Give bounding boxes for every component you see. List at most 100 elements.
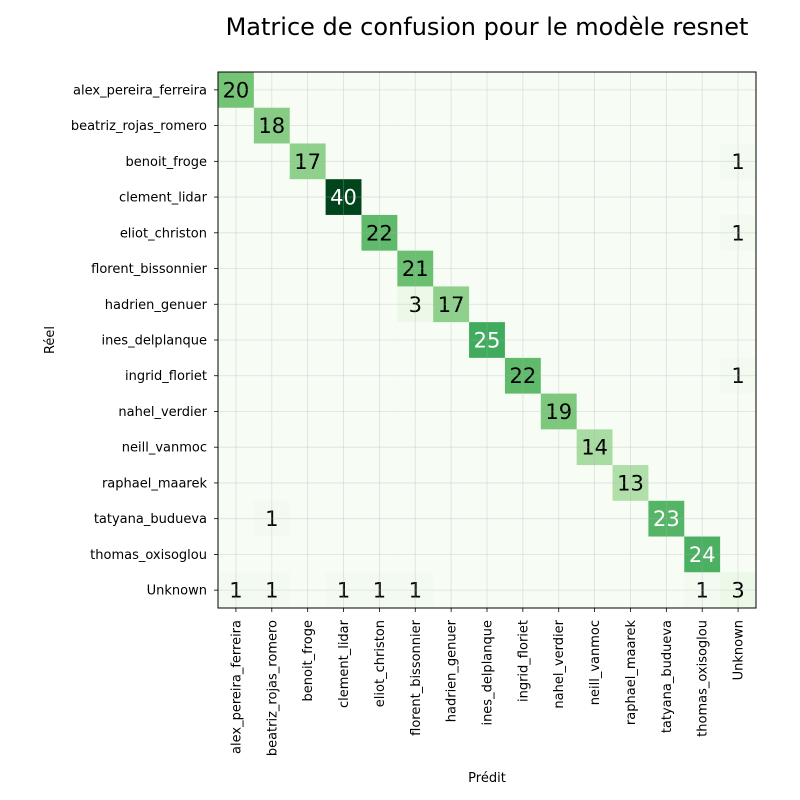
heatmap-cell bbox=[433, 429, 470, 466]
heatmap-cell bbox=[684, 179, 721, 216]
heatmap-cell bbox=[648, 250, 685, 287]
heatmap-cell bbox=[253, 536, 291, 573]
y-tick-label: ines_delplanque bbox=[101, 334, 207, 349]
heatmap-cell bbox=[289, 572, 327, 609]
heatmap-cell bbox=[648, 286, 685, 323]
heatmap-cell bbox=[253, 143, 291, 180]
heatmap-cell bbox=[504, 393, 542, 430]
heatmap-cell bbox=[684, 357, 721, 395]
heatmap-cell bbox=[648, 322, 685, 359]
heatmap-cell bbox=[253, 214, 291, 252]
heatmap-cell bbox=[325, 286, 362, 323]
heatmap-cell bbox=[684, 465, 721, 502]
heatmap-cell bbox=[576, 500, 614, 538]
cell-value-label: 1 bbox=[731, 150, 744, 174]
heatmap-cell bbox=[648, 536, 685, 573]
heatmap-cell bbox=[612, 357, 649, 395]
heatmap-cell bbox=[361, 250, 398, 287]
heatmap-cell bbox=[720, 214, 757, 252]
heatmap-cell bbox=[504, 572, 542, 609]
heatmap-cell bbox=[433, 357, 470, 395]
heatmap-cell bbox=[253, 393, 291, 430]
heatmap-cell bbox=[289, 500, 327, 538]
heatmap-cell bbox=[253, 322, 291, 359]
heatmap-cell bbox=[684, 572, 721, 609]
heatmap-cell bbox=[397, 72, 434, 109]
heatmap-cell bbox=[540, 214, 578, 252]
heatmap-cell bbox=[397, 429, 434, 466]
heatmap-cell bbox=[504, 72, 542, 109]
heatmap-cell bbox=[684, 107, 721, 144]
x-tick-label: eliot_christon bbox=[373, 620, 388, 707]
heatmap-cell bbox=[648, 143, 685, 180]
heatmap-cell bbox=[720, 536, 757, 573]
heatmap-cell bbox=[289, 250, 327, 287]
heatmap-cell bbox=[397, 143, 434, 180]
heatmap-cell bbox=[540, 322, 578, 359]
heatmap-cell bbox=[361, 214, 398, 252]
heatmap-cell bbox=[397, 572, 434, 609]
heatmap-cell bbox=[576, 572, 614, 609]
y-tick-label: thomas_oxisoglou bbox=[90, 548, 207, 563]
heatmap-cell bbox=[289, 465, 327, 502]
heatmap-cell bbox=[684, 500, 721, 538]
heatmap-cell bbox=[504, 465, 542, 502]
heatmap-cell bbox=[612, 179, 649, 216]
x-tick-label: neill_vanmoc bbox=[588, 620, 603, 705]
cell-value-label: 13 bbox=[617, 471, 644, 495]
heatmap-cell bbox=[504, 536, 542, 573]
y-tick-label: neill_vanmoc bbox=[122, 441, 207, 456]
heatmap-cell bbox=[684, 72, 721, 109]
heatmap-cell bbox=[648, 179, 685, 216]
heatmap-cell bbox=[289, 143, 327, 180]
heatmap-cell bbox=[218, 393, 255, 430]
y-tick-label: ingrid_floriet bbox=[125, 369, 207, 384]
heatmap-cell bbox=[684, 536, 721, 573]
heatmap-cell bbox=[361, 72, 398, 109]
heatmap-cell bbox=[325, 500, 362, 538]
heatmap-cell bbox=[720, 393, 757, 430]
heatmap-cell bbox=[612, 72, 649, 109]
cell-value-label: 22 bbox=[509, 364, 536, 388]
x-tick-label: benoit_froge bbox=[301, 620, 316, 702]
cell-value-label: 24 bbox=[689, 543, 716, 567]
heatmap-cell bbox=[576, 179, 614, 216]
heatmap-cell bbox=[253, 500, 291, 538]
cell-value-label: 1 bbox=[337, 579, 350, 603]
heatmap-cell bbox=[684, 286, 721, 323]
heatmap-cell bbox=[504, 179, 542, 216]
heatmap-cell bbox=[361, 393, 398, 430]
heatmap-cell bbox=[540, 465, 578, 502]
heatmap-cell bbox=[397, 322, 434, 359]
cell-value-label: 19 bbox=[545, 400, 572, 424]
heatmap-cell bbox=[469, 72, 506, 109]
heatmap-cell bbox=[648, 500, 685, 538]
heatmap-cell bbox=[361, 572, 398, 609]
heatmap-cell bbox=[325, 250, 362, 287]
heatmap-cell bbox=[325, 465, 362, 502]
heatmap-cell bbox=[325, 357, 362, 395]
heatmap-cell bbox=[218, 572, 255, 609]
heatmap-cell bbox=[648, 572, 685, 609]
heatmap-cell bbox=[720, 286, 757, 323]
heatmap-cell bbox=[397, 500, 434, 538]
x-tick-label: clement_lidar bbox=[337, 619, 352, 708]
chart-title: Matrice de confusion pour le modèle resn… bbox=[226, 13, 749, 41]
heatmap-cell bbox=[253, 465, 291, 502]
heatmap-cell bbox=[648, 465, 685, 502]
heatmap-cell bbox=[253, 572, 291, 609]
y-tick-label: hadrien_genuer bbox=[105, 298, 208, 313]
heatmap-cell bbox=[504, 107, 542, 144]
cell-value-label: 1 bbox=[731, 221, 744, 245]
heatmap-cell bbox=[720, 72, 757, 109]
y-tick-label: florent_bissonnier bbox=[91, 262, 207, 277]
heatmap-cell bbox=[253, 107, 291, 144]
y-tick-label: tatyana_budueva bbox=[94, 512, 207, 527]
heatmap-cell bbox=[648, 393, 685, 430]
y-tick-label: raphael_maarek bbox=[102, 476, 208, 491]
y-tick-label: nahel_verdier bbox=[118, 405, 207, 420]
heatmap-cell bbox=[361, 179, 398, 216]
x-tick-label: thomas_oxisoglou bbox=[696, 620, 711, 737]
cell-value-label: 18 bbox=[258, 114, 285, 138]
heatmap-cell bbox=[612, 393, 649, 430]
